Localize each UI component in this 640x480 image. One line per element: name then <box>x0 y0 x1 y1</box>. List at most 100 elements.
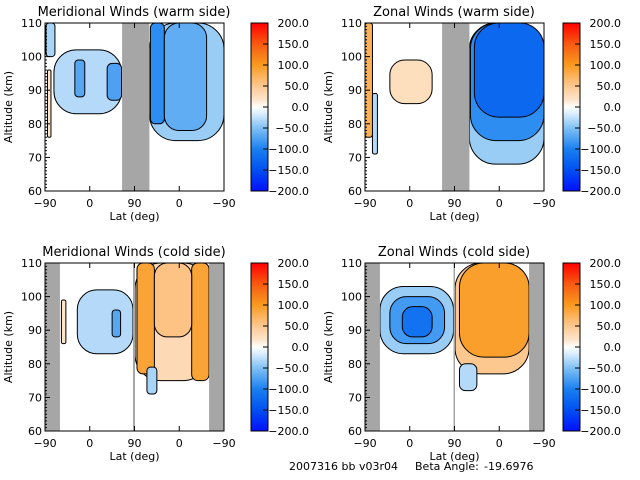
y-tick-label: 110 <box>21 17 42 30</box>
colorbar-tick-label: −200.0 <box>580 185 621 198</box>
chart-title: Meridional Winds (warm side) <box>38 5 231 20</box>
colorbar-tick-label: −50.0 <box>275 362 309 375</box>
plot-area <box>45 263 224 431</box>
colorbar-tick-label: 0.0 <box>604 101 622 114</box>
plot-area <box>365 23 544 191</box>
x-tick-label: 90 <box>448 437 462 450</box>
x-axis-label: Lat (deg) <box>430 210 480 223</box>
x-tick-label: −90 <box>33 437 56 450</box>
chart-title: Meridional Winds (cold side) <box>42 245 225 260</box>
colorbar: 200.0 150.0 100.0 50.0 0.0 −50.0 −100.0 −150.0 −… <box>562 257 622 438</box>
colorbar-tick-label: 200.0 <box>590 257 622 270</box>
y-tick-label: 110 <box>341 17 362 30</box>
plot-area <box>365 263 544 431</box>
y-tick-label: 70 <box>28 151 42 164</box>
x-tick-label: 0 <box>406 197 413 210</box>
colorbar-tick-label: −100.0 <box>268 143 309 156</box>
footer-run-id: 2007316 bb v03r04 <box>289 460 398 473</box>
y-tick-label: 80 <box>28 118 42 131</box>
colorbar-tick-label: 0.0 <box>604 341 622 354</box>
y-tick-label: 60 <box>28 425 42 438</box>
y-tick-label: 90 <box>348 324 362 337</box>
y-axis-label: Altitude (km) <box>2 71 15 143</box>
y-tick-label: 60 <box>348 185 362 198</box>
x-tick-label: −90 <box>353 197 376 210</box>
colorbar-tick-label: 0.0 <box>292 101 310 114</box>
colorbar-tick-label: 50.0 <box>597 80 622 93</box>
colorbar-tick-label: −50.0 <box>587 362 621 375</box>
y-tick-label: 100 <box>341 291 362 304</box>
y-tick-label: 80 <box>348 118 362 131</box>
x-tick-label: 0 <box>86 197 93 210</box>
y-tick-label: 80 <box>28 358 42 371</box>
x-tick-label: 0 <box>406 437 413 450</box>
colorbar-tick-label: −100.0 <box>268 383 309 396</box>
x-tick-label: −90 <box>353 437 376 450</box>
x-tick-label: −90 <box>532 197 555 210</box>
colorbar-tick-label: 150.0 <box>278 278 310 291</box>
footer-beta-angle-label: Beta Angle: <box>415 460 479 473</box>
colorbar-tick-label: −100.0 <box>580 143 621 156</box>
colorbar-tick-label: −150.0 <box>580 404 621 417</box>
data-gap-region <box>529 263 544 431</box>
colorbar-tick-label: 100.0 <box>590 59 622 72</box>
colorbar-tick-label: 50.0 <box>285 80 310 93</box>
y-tick-label: 70 <box>28 391 42 404</box>
colorbar-tick-label: 50.0 <box>597 320 622 333</box>
y-tick-label: 90 <box>28 324 42 337</box>
data-gap-region <box>209 263 224 431</box>
contour-region <box>46 69 52 138</box>
colorbar-tick-label: −200.0 <box>268 185 309 198</box>
y-tick-label: 100 <box>341 51 362 64</box>
colorbar: 200.0 150.0 100.0 50.0 0.0 −50.0 −100.0 −150.0 −… <box>562 17 622 198</box>
contour-region <box>371 93 378 155</box>
colorbar-tick-label: 150.0 <box>590 38 622 51</box>
panel-4: Zonal Winds (cold side) 60 70 80 90 100 110 −90… <box>322 245 621 463</box>
y-tick-label: 70 <box>348 151 362 164</box>
data-gap-region <box>453 263 455 431</box>
colorbar-tick-label: 100.0 <box>590 299 622 312</box>
plot-area <box>45 23 224 191</box>
colorbar-tick-label: 200.0 <box>278 17 310 30</box>
x-tick-label: 0 <box>496 437 503 450</box>
colorbar-tick-label: 100.0 <box>278 59 310 72</box>
contour-region <box>458 363 478 392</box>
chart-title: Zonal Winds (cold side) <box>378 245 530 260</box>
x-tick-label: 0 <box>86 437 93 450</box>
y-tick-label: 100 <box>21 291 42 304</box>
colorbar-tick-label: −200.0 <box>268 425 309 438</box>
x-tick-label: −90 <box>33 197 56 210</box>
x-tick-label: 90 <box>448 197 462 210</box>
colorbar-tick-label: −200.0 <box>580 425 621 438</box>
contour-region <box>389 59 433 105</box>
data-gap-region <box>45 263 60 431</box>
x-tick-label: 90 <box>128 437 142 450</box>
contour-region <box>74 59 86 98</box>
x-axis-label: Lat (deg) <box>110 210 160 223</box>
y-tick-label: 90 <box>348 84 362 97</box>
data-gap-region <box>133 263 135 431</box>
panel-2: Zonal Winds (warm side) 60 70 80 90 100 110 −90… <box>322 5 621 223</box>
colorbar: 200.0 150.0 100.0 50.0 0.0 −50.0 −100.0 −150.0 −… <box>250 17 310 198</box>
colorbar-tick-label: −50.0 <box>275 122 309 135</box>
x-axis-label: Lat (deg) <box>430 450 480 463</box>
data-gap-region <box>122 23 150 191</box>
colorbar-tick-label: 50.0 <box>285 320 310 333</box>
colorbar-tick-label: −150.0 <box>268 164 309 177</box>
y-tick-label: 80 <box>348 358 362 371</box>
y-tick-label: 110 <box>21 257 42 270</box>
contour-region <box>365 23 373 138</box>
panel-3: Meridional Winds (cold side) 60 70 80 90 100 1… <box>2 245 309 463</box>
x-tick-label: 0 <box>176 437 183 450</box>
colorbar-tick-label: −50.0 <box>587 122 621 135</box>
contour-region <box>149 23 165 125</box>
x-axis-label: Lat (deg) <box>110 450 160 463</box>
colorbar-tick-label: 200.0 <box>278 257 310 270</box>
contour-region <box>153 263 193 338</box>
colorbar-tick-label: −150.0 <box>580 164 621 177</box>
y-axis-label: Altitude (km) <box>322 311 335 383</box>
colorbar-tick-label: 0.0 <box>292 341 310 354</box>
contour-region <box>401 306 433 338</box>
x-tick-label: −90 <box>532 437 555 450</box>
colorbar-tick-label: −150.0 <box>268 404 309 417</box>
